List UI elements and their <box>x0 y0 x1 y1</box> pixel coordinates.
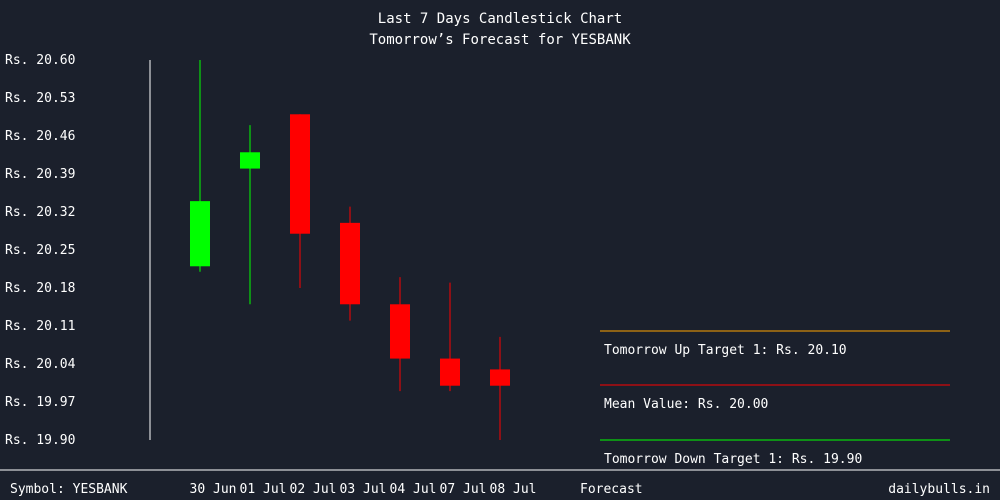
candle-body <box>190 201 210 267</box>
forecast-label: Tomorrow Down Target 1: Rs. 19.90 <box>604 452 862 467</box>
x-tick-label: 02 Jul <box>290 482 337 497</box>
y-tick-label: Rs. 20.25 <box>5 243 75 258</box>
x-axis-ticks: 30 Jun 01 Jul 02 Jul 03 Jul 04 Jul 07 Jul 08 J… <box>190 482 537 497</box>
candle-body <box>290 114 310 234</box>
y-tick-label: Rs. 20.39 <box>5 167 75 182</box>
y-tick-label: Rs. 20.04 <box>5 357 76 372</box>
footer-symbol: Symbol: YESBANK <box>10 482 128 497</box>
footer-forecast-label: Forecast <box>580 482 643 497</box>
forecast-legend: Tomorrow Up Target 1: Rs. 20.10 Mean Valu… <box>600 330 950 467</box>
y-tick-label: Rs. 20.18 <box>5 281 75 296</box>
candle-body <box>340 222 360 305</box>
y-tick-label: Rs. 20.53 <box>5 91 75 106</box>
x-tick-label: 08 Jul <box>490 482 537 497</box>
x-tick-label: 01 Jul <box>240 482 287 497</box>
x-tick-label: 03 Jul <box>340 482 387 497</box>
candles-group <box>190 60 510 440</box>
y-tick-label: Rs. 20.11 <box>5 319 75 334</box>
candle-body <box>490 369 510 386</box>
x-tick-label: 30 Jun <box>190 482 237 497</box>
x-tick-label: 04 Jul <box>390 482 437 497</box>
forecast-label: Mean Value: Rs. 20.00 <box>604 397 768 412</box>
y-tick-label: Rs. 20.60 <box>5 53 75 68</box>
y-tick-label: Rs. 20.32 <box>5 205 75 220</box>
chart-title: Last 7 Days Candlestick Chart <box>378 11 622 27</box>
x-tick-label: 07 Jul <box>440 482 487 497</box>
y-tick-label: Rs. 19.97 <box>5 395 75 410</box>
chart-subtitle: Tomorrow’s Forecast for YESBANK <box>369 32 631 48</box>
candle-body <box>390 304 410 359</box>
y-axis-ticks: Rs. 20.60 Rs. 20.53 Rs. 20.46 Rs. 20.39 Rs. … <box>5 53 76 448</box>
candle-body <box>240 152 260 169</box>
y-tick-label: Rs. 20.46 <box>5 129 75 144</box>
candle-body <box>440 358 460 386</box>
y-tick-label: Rs. 19.90 <box>5 433 75 448</box>
forecast-label: Tomorrow Up Target 1: Rs. 20.10 <box>604 343 847 358</box>
footer-brand: dailybulls.in <box>888 482 990 497</box>
